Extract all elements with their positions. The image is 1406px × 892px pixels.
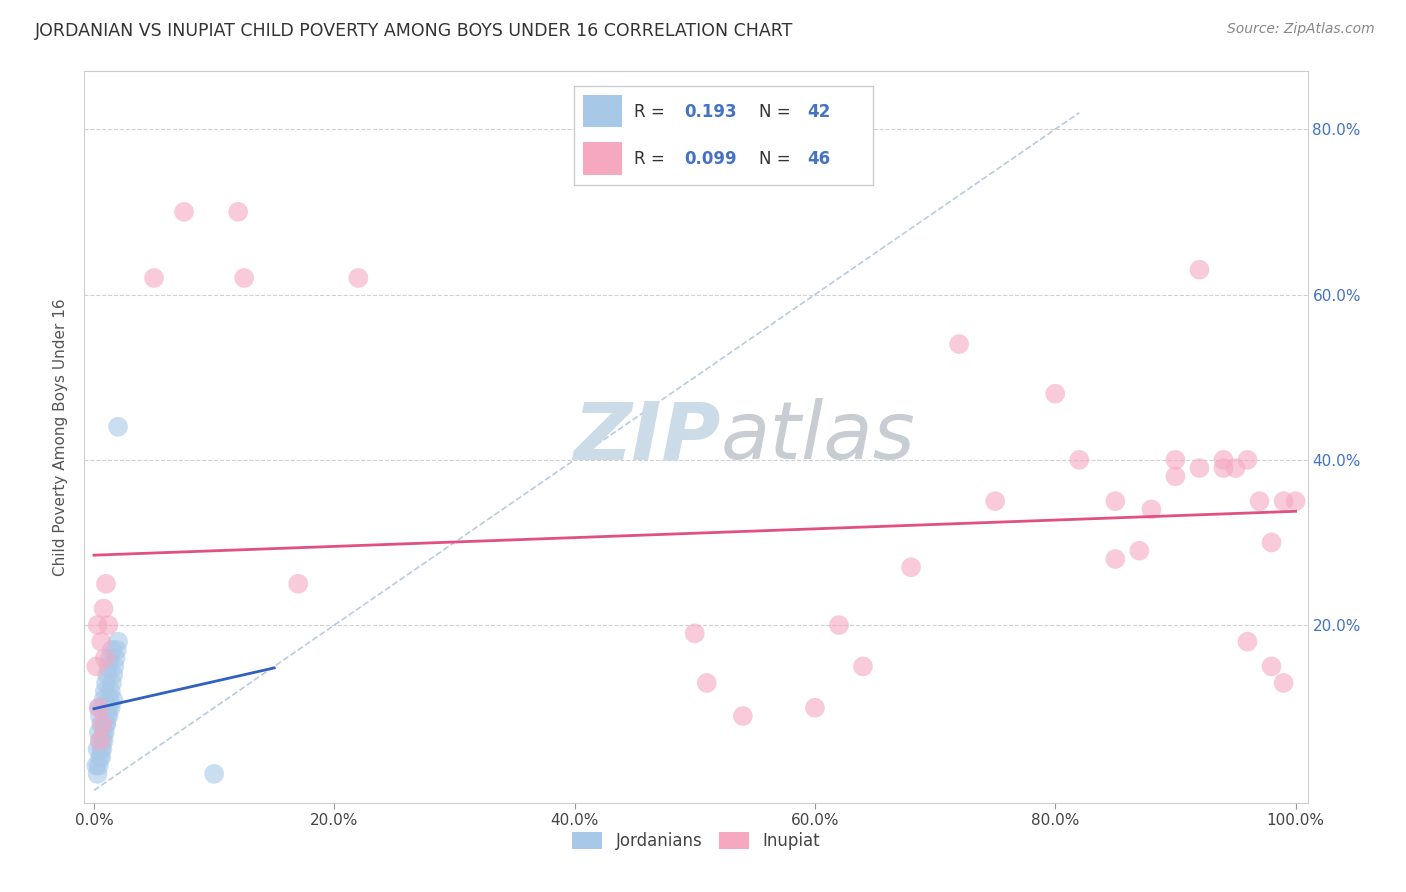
Point (90, 750, 112, 764)
Point (1212, 452, 1234, 467)
Point (93, 725, 115, 739)
Point (96, 709, 118, 723)
Point (202, 767, 225, 781)
Point (94, 725, 117, 739)
Point (87, 700, 110, 714)
Point (1212, 461, 1234, 475)
Point (804, 700, 827, 714)
Point (696, 676, 718, 690)
Point (287, 576, 309, 591)
Point (86, 659, 108, 673)
Point (1188, 461, 1211, 475)
Point (828, 618, 851, 632)
Point (1045, 386, 1067, 401)
Point (97, 618, 120, 632)
Point (93, 734, 115, 748)
Point (1236, 452, 1258, 467)
Point (1249, 494, 1271, 508)
Point (97, 659, 120, 673)
Point (103, 692, 125, 706)
Point (86, 742, 108, 756)
Point (1188, 262, 1211, 277)
Point (93, 601, 115, 615)
Point (94, 676, 117, 690)
Point (97, 709, 120, 723)
Point (103, 659, 125, 673)
Point (89, 750, 111, 764)
Point (91, 700, 114, 714)
Legend: Jordanians, Inupiat: Jordanians, Inupiat (565, 825, 827, 856)
Point (1284, 494, 1306, 508)
Point (94, 576, 117, 591)
Point (347, 271, 370, 285)
Point (1104, 494, 1126, 508)
Point (101, 643, 124, 657)
Point (900, 560, 922, 574)
Point (90, 742, 112, 756)
Point (226, 205, 249, 219)
Text: atlas: atlas (720, 398, 915, 476)
Point (94, 684, 117, 698)
Point (96, 667, 118, 681)
Point (94, 717, 117, 731)
Point (97, 700, 120, 714)
Point (1260, 659, 1282, 673)
Point (87, 758, 110, 772)
Point (1225, 461, 1247, 475)
Text: Source: ZipAtlas.com: Source: ZipAtlas.com (1227, 22, 1375, 37)
Point (98, 651, 121, 665)
Point (103, 667, 125, 681)
Point (90, 634, 112, 648)
Point (93, 692, 115, 706)
Point (87, 700, 110, 714)
Point (91, 742, 114, 756)
Point (91, 734, 114, 748)
Point (98, 692, 121, 706)
Point (852, 659, 875, 673)
Point (86, 618, 108, 632)
Point (683, 626, 706, 640)
Y-axis label: Child Poverty Among Boys Under 16: Child Poverty Among Boys Under 16 (53, 298, 69, 576)
Point (1164, 469, 1187, 483)
Point (86, 758, 108, 772)
Point (100, 684, 122, 698)
Point (94, 651, 117, 665)
Point (87, 725, 110, 739)
Point (89, 734, 111, 748)
Point (1260, 535, 1282, 549)
Point (89, 709, 111, 723)
Point (948, 337, 970, 351)
Point (107, 634, 129, 648)
Point (89, 734, 111, 748)
Point (1128, 543, 1150, 558)
Point (86, 767, 108, 781)
Point (173, 205, 195, 219)
Point (105, 643, 128, 657)
Point (101, 676, 124, 690)
Point (91, 717, 114, 731)
Point (1104, 552, 1126, 566)
Point (1236, 634, 1258, 648)
Point (100, 700, 122, 714)
Text: JORDANIAN VS INUPIAT CHILD POVERTY AMONG BOYS UNDER 16 CORRELATION CHART: JORDANIAN VS INUPIAT CHILD POVERTY AMONG… (35, 22, 793, 40)
Point (233, 271, 256, 285)
Point (1164, 452, 1187, 467)
Point (1272, 676, 1295, 690)
Point (731, 709, 754, 723)
Point (104, 651, 127, 665)
Point (94, 717, 117, 731)
Point (984, 494, 1007, 508)
Point (1140, 502, 1163, 516)
Text: ZIP: ZIP (574, 398, 720, 476)
Point (107, 419, 129, 434)
Point (1272, 494, 1295, 508)
Point (1069, 452, 1091, 467)
Point (90, 717, 112, 731)
Point (143, 271, 166, 285)
